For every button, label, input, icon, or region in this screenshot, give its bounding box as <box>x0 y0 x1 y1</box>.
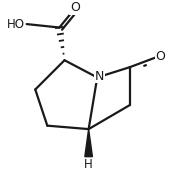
Text: HO: HO <box>7 18 25 31</box>
Text: O: O <box>70 1 80 14</box>
Text: N: N <box>95 70 105 83</box>
Text: O: O <box>156 50 166 63</box>
Text: H: H <box>84 158 93 171</box>
Polygon shape <box>85 129 92 157</box>
